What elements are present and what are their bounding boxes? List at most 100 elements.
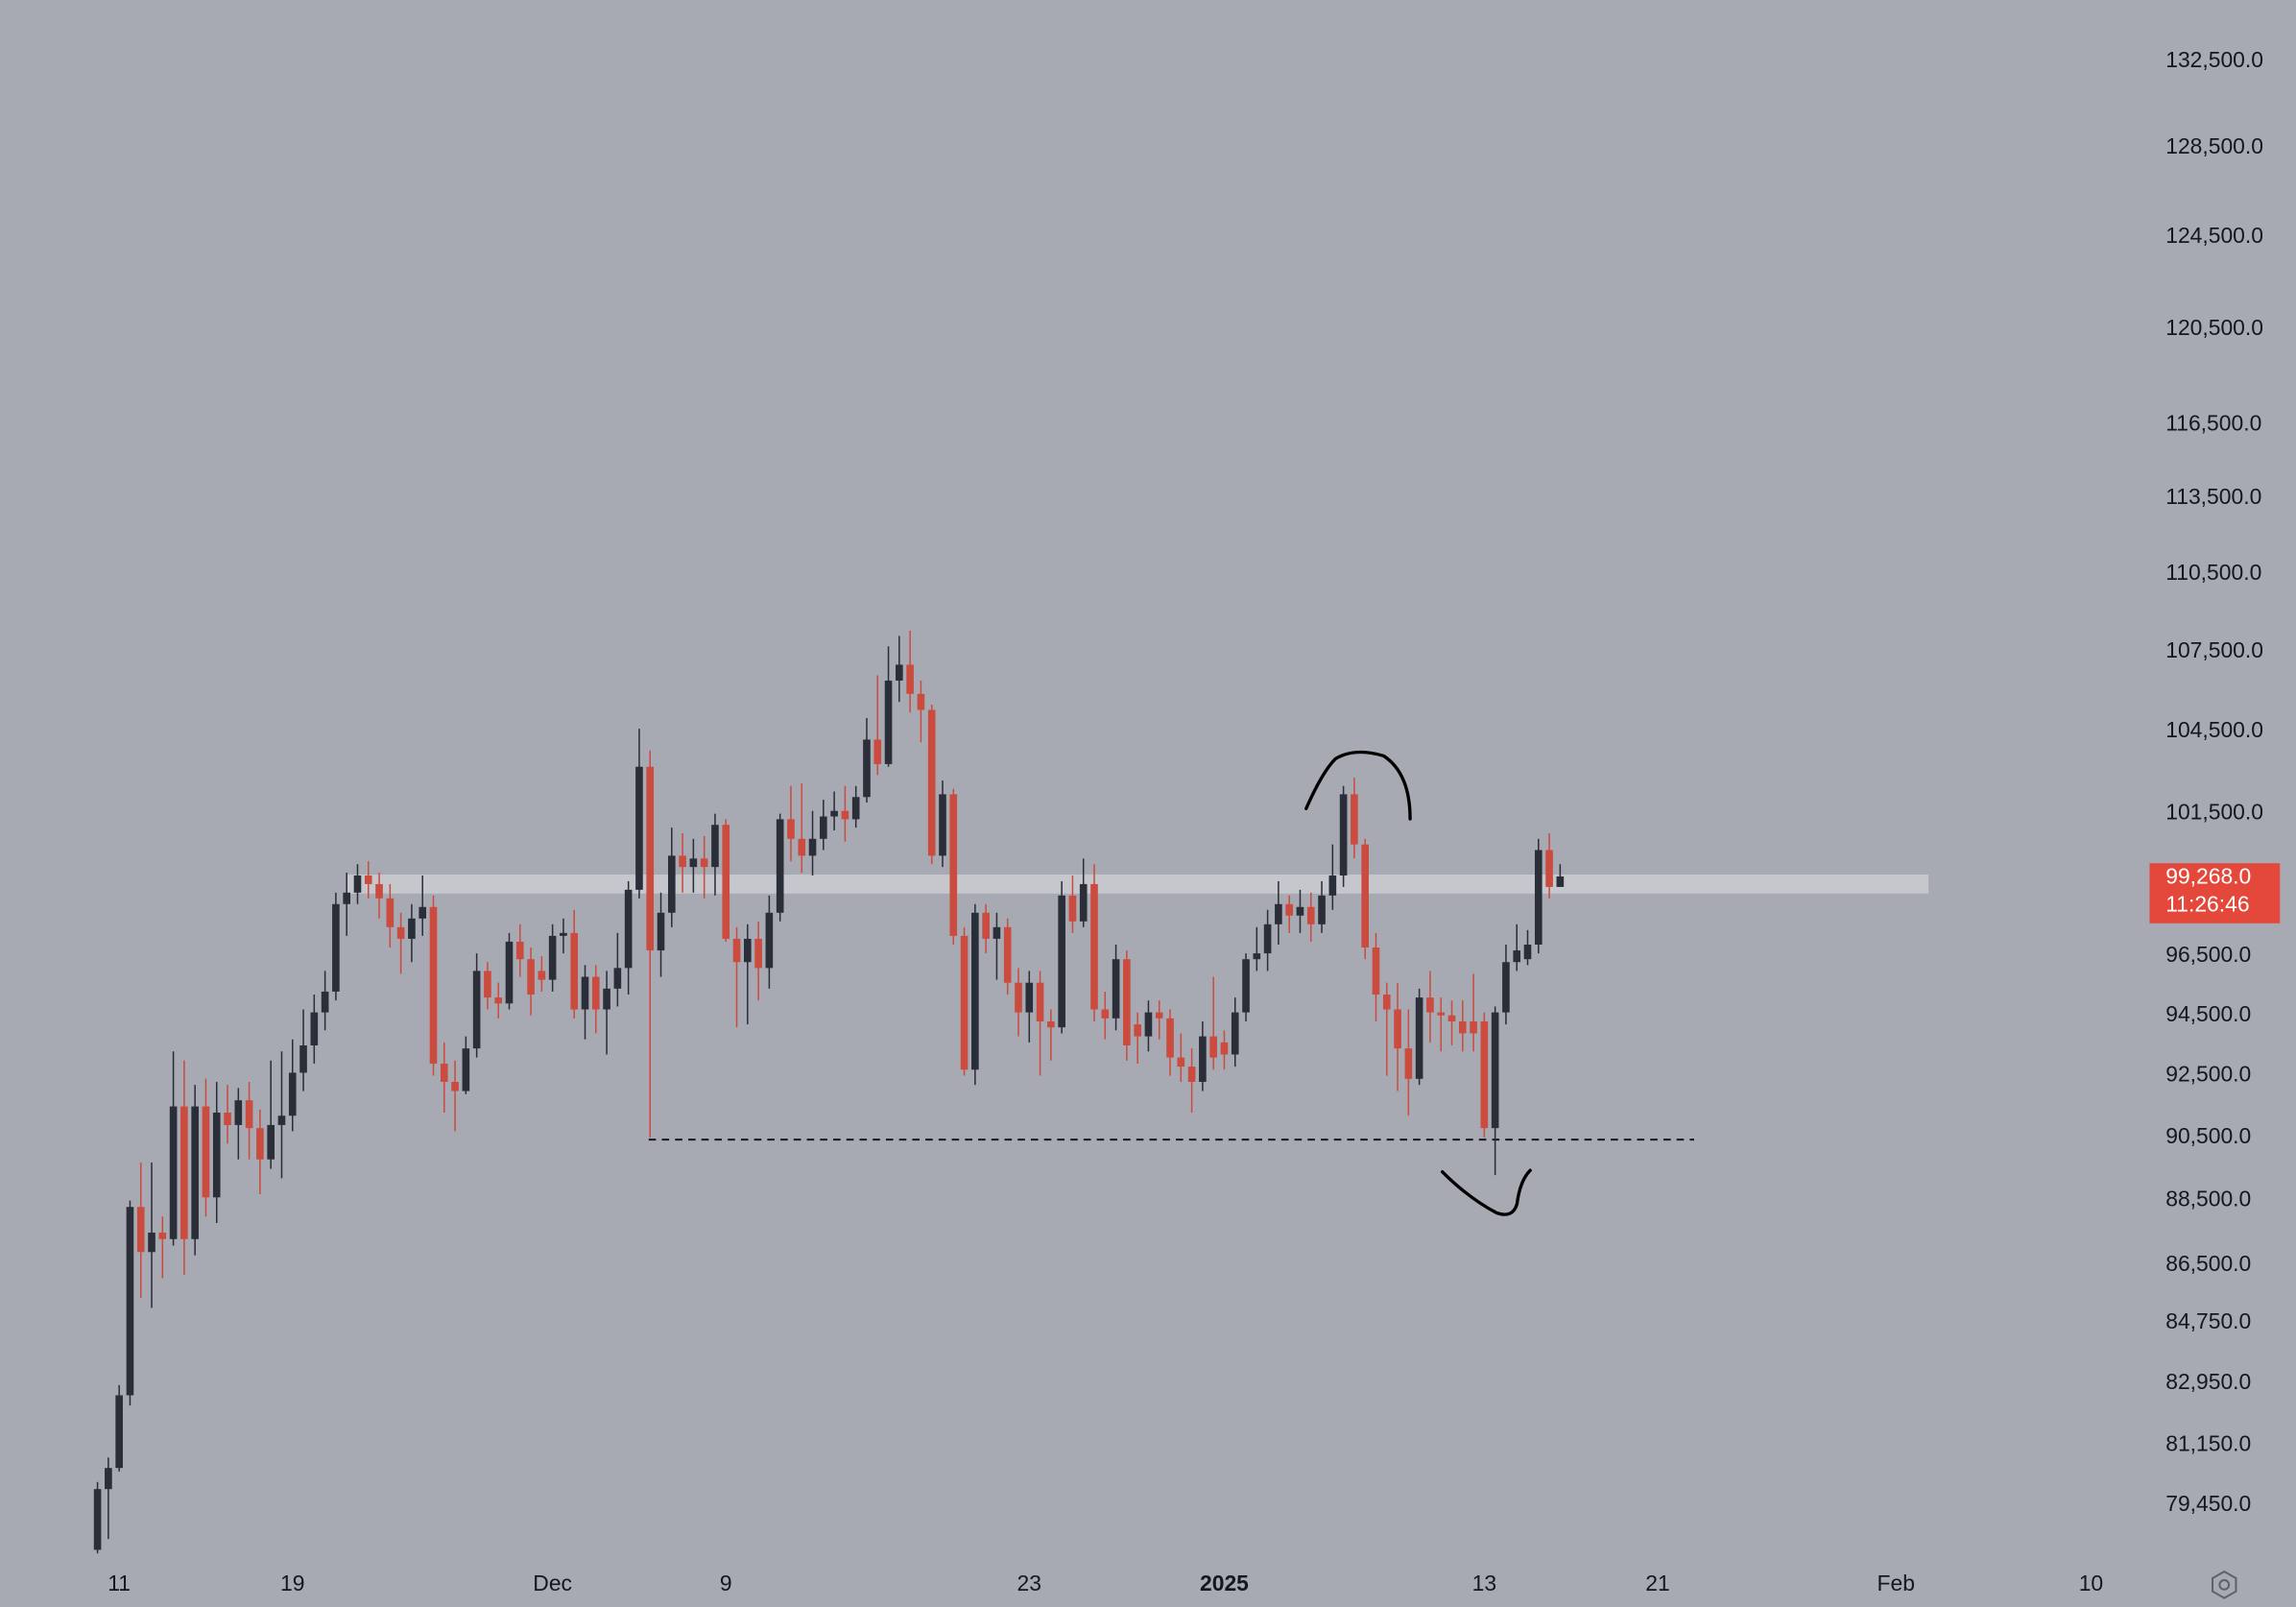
candle-body	[538, 971, 546, 980]
candle-body	[646, 766, 655, 951]
candle-body	[440, 1063, 448, 1082]
y-tick-label: 124,500.0	[2165, 223, 2263, 248]
candle-body	[1534, 850, 1543, 945]
candles	[93, 630, 1565, 1554]
y-tick-label: 128,500.0	[2165, 133, 2263, 158]
y-tick-label: 84,750.0	[2165, 1308, 2251, 1333]
candle-body	[277, 1115, 286, 1125]
bottom-arc	[1440, 1168, 1532, 1216]
candle-body	[722, 825, 730, 939]
candle-body	[321, 991, 329, 1013]
x-tick-label: Dec	[533, 1571, 572, 1595]
y-tick-label: 104,500.0	[2165, 717, 2263, 742]
candle-body	[1090, 883, 1098, 1010]
x-tick-label: 11	[108, 1571, 131, 1595]
candle-body	[1339, 794, 1348, 876]
candle-body	[1036, 982, 1044, 1021]
candle-body	[863, 739, 871, 798]
candle-body	[1242, 959, 1250, 1013]
candle-body	[1545, 850, 1553, 887]
candle-body	[1112, 959, 1120, 1019]
candle-body	[288, 1072, 297, 1116]
candle-body	[148, 1233, 155, 1253]
candle-body	[1134, 1024, 1141, 1037]
candle-body	[581, 976, 589, 1010]
candle-body	[515, 941, 524, 960]
candle-body	[635, 766, 643, 890]
y-tick-label: 113,500.0	[2165, 484, 2261, 509]
candle-body	[613, 968, 622, 989]
candle-body	[1361, 844, 1370, 948]
candle-body	[527, 959, 535, 995]
top-arc	[1304, 750, 1412, 821]
y-tick-label: 94,500.0	[2165, 1001, 2251, 1026]
candle-body	[1263, 923, 1272, 954]
candle-body	[1394, 1009, 1401, 1049]
candle-body	[451, 1081, 459, 1091]
candle-body	[126, 1207, 134, 1396]
candle-body	[224, 1113, 231, 1125]
candle-body	[386, 898, 395, 927]
candle-body	[1068, 895, 1077, 922]
candle-body	[896, 664, 903, 681]
candle-body	[267, 1124, 275, 1160]
candle-body	[299, 1045, 307, 1073]
candle-body	[429, 906, 438, 1064]
candle-body	[1523, 944, 1532, 960]
candle-body	[212, 1113, 221, 1198]
candle-body	[732, 938, 741, 963]
candle-body	[808, 838, 817, 856]
candle-body	[1155, 1012, 1163, 1019]
y-tick-label: 92,500.0	[2165, 1062, 2251, 1087]
candle-body	[1351, 794, 1358, 845]
candle-body	[353, 875, 362, 893]
candle-body	[1177, 1057, 1185, 1067]
candle-body	[960, 935, 969, 1070]
settings-icon[interactable]	[2212, 1570, 2237, 1599]
candle-body	[375, 883, 383, 899]
candle-body	[1382, 995, 1391, 1010]
candle-body	[624, 889, 633, 969]
candle-body	[1556, 875, 1565, 887]
y-tick-label: 132,500.0	[2165, 47, 2263, 72]
candle-body	[1015, 982, 1022, 1013]
candle-body	[1209, 1036, 1217, 1058]
candle-body	[158, 1233, 167, 1239]
candle-body	[1470, 1020, 1477, 1034]
settings-hexagon[interactable]	[2212, 1570, 2237, 1599]
candle-body	[472, 971, 481, 1049]
candle-body	[841, 810, 849, 820]
candle-body	[993, 926, 1001, 939]
y-tick-label: 120,500.0	[2165, 315, 2263, 340]
x-tick-label: 10	[2079, 1571, 2103, 1595]
candle-body	[202, 1106, 210, 1198]
candle-body	[754, 938, 762, 969]
candle-body	[1404, 1048, 1413, 1079]
candle-body	[591, 976, 600, 1010]
x-tick-label: 21	[1645, 1571, 1669, 1595]
candle-body	[1047, 1020, 1055, 1028]
settings-dot[interactable]	[2218, 1578, 2231, 1591]
candle-body	[1480, 1020, 1489, 1129]
candle-body	[873, 739, 882, 764]
y-tick-label: 88,500.0	[2165, 1187, 2251, 1211]
x-tick-label: 19	[280, 1571, 304, 1595]
drawings	[347, 750, 1929, 1216]
x-tick-label: 2025	[1200, 1571, 1249, 1595]
candle-body	[830, 810, 838, 817]
candle-body	[1253, 953, 1261, 960]
candle-body	[1275, 903, 1282, 924]
candle-body	[939, 794, 946, 856]
candle-body	[1491, 1012, 1499, 1129]
candle-body	[1415, 997, 1423, 1079]
candle-body	[191, 1106, 199, 1239]
candle-body	[180, 1106, 188, 1239]
candle-body	[1058, 895, 1065, 1028]
x-tick-label: 23	[1017, 1571, 1041, 1595]
axes: 132,500.0 128,500.0 124,500.0 120,500.0 116,…	[108, 47, 2281, 1595]
candle-body	[1231, 1012, 1239, 1055]
candle-body	[1166, 1018, 1174, 1058]
candle-body	[1328, 875, 1337, 896]
